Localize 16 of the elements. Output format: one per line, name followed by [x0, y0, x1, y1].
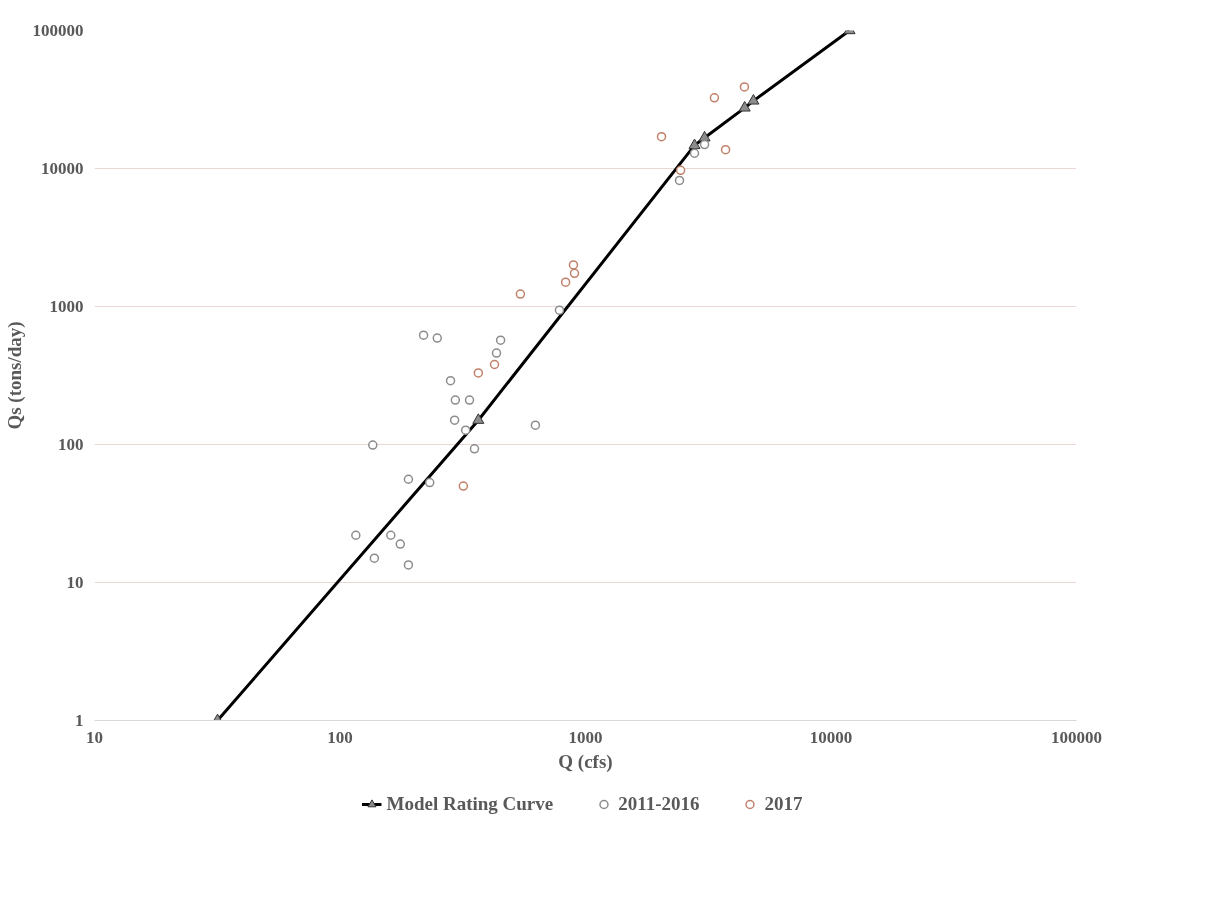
x-tick-label: 100000 — [1051, 727, 1102, 747]
y-tick-label: 1 — [75, 711, 84, 730]
x-tick-label: 100 — [327, 727, 353, 747]
y-axis-title: Qs (tons/day) — [3, 321, 26, 430]
x-tick-label: 10 — [86, 727, 103, 747]
legend-label: 2011-2016 — [618, 793, 700, 815]
y-tick-label: 10000 — [41, 159, 84, 178]
y-tick-label: 10 — [66, 573, 84, 592]
x-tick-label: 1000 — [568, 727, 603, 747]
legend-label: Model Rating Curve — [386, 793, 554, 815]
x-tick-label: 10000 — [809, 727, 853, 747]
y-tick-label: 100 — [58, 435, 84, 454]
x-axis-title: Q (cfs) — [558, 750, 613, 773]
y-tick-label: 1000 — [49, 297, 84, 316]
legend-label: 2017 — [764, 793, 803, 815]
y-tick-label: 100000 — [32, 21, 84, 40]
